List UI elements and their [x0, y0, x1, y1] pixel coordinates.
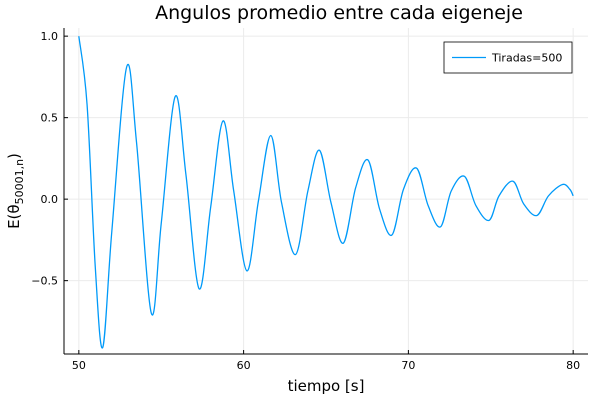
y-tick-label: 0.0 [41, 193, 59, 206]
y-axis-label: E(θ50001,n) [5, 153, 26, 229]
x-tick-label: 70 [401, 359, 415, 372]
grid-lines [64, 28, 588, 354]
x-tick-label: 80 [566, 359, 580, 372]
y-tick-label: 0.5 [41, 112, 59, 125]
legend-entry: Tiradas=500 [491, 52, 562, 65]
x-tick-label: 60 [237, 359, 251, 372]
x-axis-label: tiempo [s] [288, 377, 365, 395]
y-axis-label-suffix: ) [5, 153, 23, 159]
y-tick-label: −0.5 [31, 275, 58, 288]
y-axis-label-prefix: E(θ [5, 204, 23, 229]
chart-title: Angulos promedio entre cada eigeneje [155, 2, 523, 24]
y-tick-label: 1.0 [41, 30, 59, 43]
series-line-tiradas-500 [78, 36, 574, 349]
x-tick-label: 50 [72, 359, 86, 372]
tick-labels: 50 60 70 80 −0.5 0.0 0.5 1.0 [31, 30, 580, 372]
legend: Tiradas=500 [443, 41, 573, 74]
y-axis-label-subscript: 50001,n [13, 159, 26, 204]
axes [63, 28, 588, 355]
